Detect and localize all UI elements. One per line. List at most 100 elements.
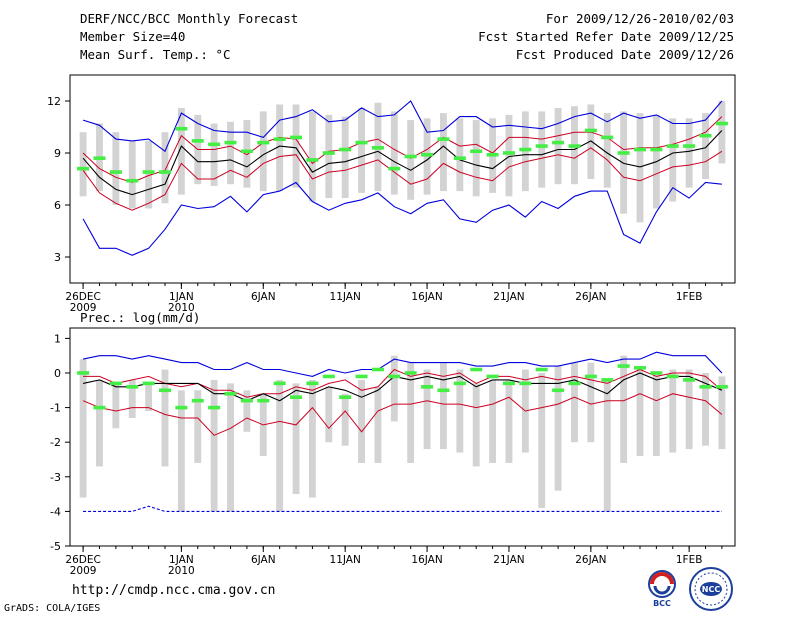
y-tick-label: -4 <box>50 505 61 518</box>
x-tick-label: 1JAN <box>169 291 194 303</box>
observed-mark <box>208 142 221 147</box>
x-tick-label: 6JAN <box>251 554 276 566</box>
x-tick-year: 2010 <box>168 565 195 577</box>
observed-mark <box>683 378 696 382</box>
ensemble-box <box>702 372 709 446</box>
observed-mark <box>683 144 696 148</box>
observed-mark <box>519 381 532 386</box>
observed-mark <box>535 144 548 148</box>
observed-mark <box>502 381 515 386</box>
ensemble-box <box>440 362 447 450</box>
ensemble-box <box>243 390 251 432</box>
ensemble-box <box>161 369 169 467</box>
ensemble-box <box>636 113 644 223</box>
observed-mark <box>191 398 204 403</box>
bcc-logo-text: BCC <box>653 599 671 608</box>
x-tick-label: 1JAN <box>169 554 194 566</box>
observed-mark <box>77 166 90 171</box>
ensemble-box <box>227 383 234 512</box>
ensemble-box <box>128 379 136 418</box>
observed-mark <box>93 156 106 160</box>
observed-mark <box>142 381 155 386</box>
ensemble-box <box>587 104 595 179</box>
ensemble-box <box>538 111 546 188</box>
ensemble-box <box>407 120 415 200</box>
ensemble-box <box>210 379 218 512</box>
ensemble-box <box>390 355 398 422</box>
series-line-upper <box>82 116 723 184</box>
x-tick-label: 21JAN <box>493 554 524 566</box>
ensemble-box <box>292 104 300 188</box>
ensemble-box <box>620 355 628 463</box>
ensemble-box <box>145 383 153 412</box>
ensemble-box <box>243 120 251 188</box>
ensemble-box <box>210 123 218 186</box>
plot-frame <box>69 327 736 547</box>
series-line-min <box>82 181 722 256</box>
observed-mark <box>519 147 532 152</box>
ensemble-box <box>554 366 562 491</box>
produced-date: Fcst Produced Date 2009/12/26 <box>515 47 734 62</box>
y-tick-label: -1 <box>50 402 61 415</box>
observed-mark <box>77 371 90 375</box>
observed-mark <box>191 139 204 143</box>
bcc-logo: BCC <box>640 568 684 608</box>
chart-title: DERF/NCC/BCC Monthly Forecast <box>80 11 299 26</box>
variable-label: Mean Surf. Temp.: °C <box>80 47 231 62</box>
footer-url[interactable]: http://cmdp.ncc.cma.gov.cn <box>72 583 276 598</box>
ensemble-box <box>79 359 87 498</box>
ensemble-box <box>341 116 349 199</box>
ensemble-box <box>79 132 87 197</box>
ensemble-box <box>718 376 726 450</box>
ensemble-box <box>669 118 677 202</box>
observed-mark <box>290 395 303 400</box>
ensemble-box <box>538 372 546 508</box>
observed-mark <box>650 371 663 375</box>
observed-mark <box>339 147 352 152</box>
ensemble-box <box>358 379 365 463</box>
y-tick-label: 1 <box>54 332 61 345</box>
observed-mark <box>617 151 630 155</box>
x-tick-label: 1FEB <box>676 291 703 303</box>
y-tick-label: 0 <box>54 367 61 380</box>
ensemble-box <box>652 372 660 457</box>
ensemble-box <box>489 379 497 463</box>
ensemble-box <box>603 113 611 188</box>
observed-mark <box>273 381 286 386</box>
observed-mark <box>322 374 335 379</box>
y-tick-label: 12 <box>47 95 61 108</box>
ncc-logo: NCC <box>688 566 734 612</box>
ensemble-box <box>194 390 202 463</box>
ensemble-box <box>325 114 333 199</box>
observed-mark <box>142 170 155 174</box>
ensemble-box <box>440 113 447 192</box>
observed-mark <box>634 365 646 370</box>
observed-mark <box>257 140 270 145</box>
ensemble-box <box>227 121 234 185</box>
x-tick-label: 1FEB <box>676 554 703 566</box>
ensemble-box <box>177 107 185 195</box>
observed-mark <box>355 374 368 379</box>
ensemble-box <box>423 369 431 450</box>
observed-mark <box>453 381 466 386</box>
observed-mark <box>421 152 434 157</box>
observed-mark <box>371 367 384 372</box>
ensemble-box <box>669 369 677 453</box>
observed-mark <box>699 133 712 138</box>
x-tick-label: 26DEC <box>65 554 100 566</box>
ensemble-box <box>112 132 120 205</box>
x-tick-label: 21JAN <box>493 291 524 303</box>
observed-mark <box>584 128 597 133</box>
observed-mark <box>273 137 286 141</box>
precip-title: Prec.: log(mm/d) <box>80 310 201 325</box>
x-tick-label: 26JAN <box>575 291 606 303</box>
ensemble-box <box>603 379 611 512</box>
y-tick-label: 3 <box>54 251 61 264</box>
ensemble-box <box>456 118 464 192</box>
observed-mark <box>224 140 237 145</box>
observed-mark <box>715 385 728 389</box>
observed-mark <box>159 388 171 393</box>
observed-mark <box>109 170 122 174</box>
ensemble-box <box>308 379 316 498</box>
